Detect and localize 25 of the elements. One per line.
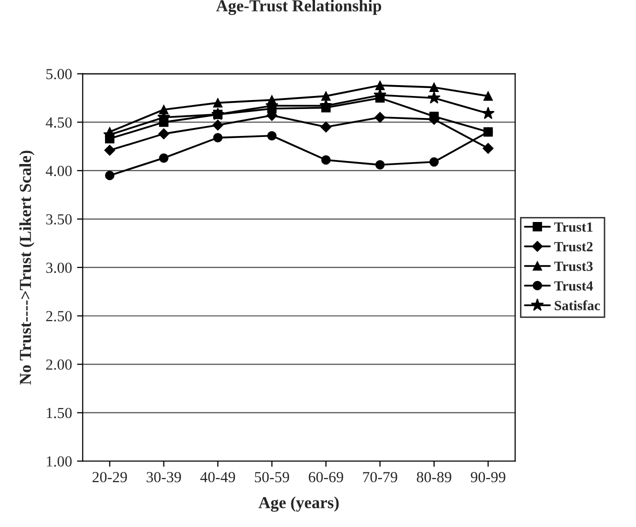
- x-tick-label: 80-89: [416, 472, 452, 482]
- y-tick-label: 3.00: [46, 262, 72, 273]
- y-axis-title: No Trust---->Trust (Likert Scale): [19, 150, 34, 385]
- y-tick-label: 3.50: [46, 214, 72, 225]
- y-tick-label: 1.00: [46, 456, 72, 467]
- legend-label: Trust3: [554, 262, 593, 272]
- x-tick-label: 40-49: [200, 472, 236, 482]
- x-tick-label: 50-59: [254, 472, 290, 482]
- y-tick-label: 5.00: [46, 68, 72, 80]
- legend-label: Trust2: [554, 242, 593, 252]
- y-tick-label: 2.00: [46, 359, 72, 370]
- legend-label: Trust1: [554, 222, 592, 232]
- x-tick-label: 70-79: [363, 472, 398, 482]
- legend-label: Trust4: [554, 281, 593, 291]
- x-tick-label: 90-99: [470, 472, 506, 482]
- x-tick-label: 20-29: [92, 472, 127, 482]
- x-tick-label: 30-39: [146, 472, 181, 482]
- chart-title: Age-Trust Relationship: [216, 0, 382, 15]
- x-axis-title: Age (years): [258, 496, 339, 512]
- x-tick-label: 60-69: [308, 472, 344, 482]
- y-tick-label: 4.50: [46, 117, 72, 128]
- y-tick-label: 4.00: [46, 166, 72, 176]
- y-tick-label: 1.50: [46, 408, 72, 418]
- legend-label: Satisfac: [554, 300, 600, 310]
- y-tick-label: 2.50: [46, 311, 72, 322]
